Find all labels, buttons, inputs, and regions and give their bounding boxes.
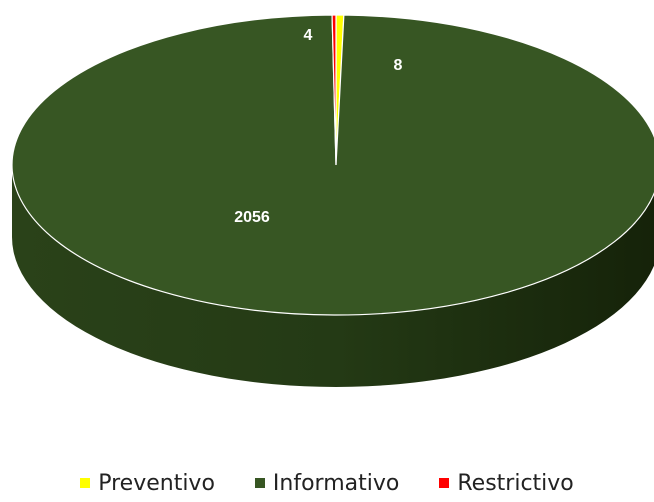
pie-slice-restrictivo xyxy=(331,14,337,166)
legend-item-preventivo: Preventivo xyxy=(80,471,215,496)
legend-swatch-informativo xyxy=(254,478,265,488)
legend-swatch-restrictivo xyxy=(439,478,450,488)
data-label-informativo: 2056 xyxy=(234,209,270,226)
legend: Preventivo Informativo Restrictivo xyxy=(0,468,654,498)
legend-label-preventivo: Preventivo xyxy=(98,470,215,496)
legend-item-restrictivo: Restrictivo xyxy=(439,470,574,496)
pie-chart: 8 2056 4 xyxy=(11,14,654,387)
legend-item-informativo: Informativo xyxy=(254,470,400,496)
legend-label-restrictivo: Restrictivo xyxy=(457,470,574,496)
pie-side-wall xyxy=(12,165,654,387)
data-label-restrictivo: 4 xyxy=(304,27,313,44)
data-label-preventivo: 8 xyxy=(394,57,403,74)
pie-slice-informativo xyxy=(11,14,654,316)
legend-swatch-preventivo xyxy=(80,478,91,488)
legend-label-informativo: Informativo xyxy=(272,470,400,496)
